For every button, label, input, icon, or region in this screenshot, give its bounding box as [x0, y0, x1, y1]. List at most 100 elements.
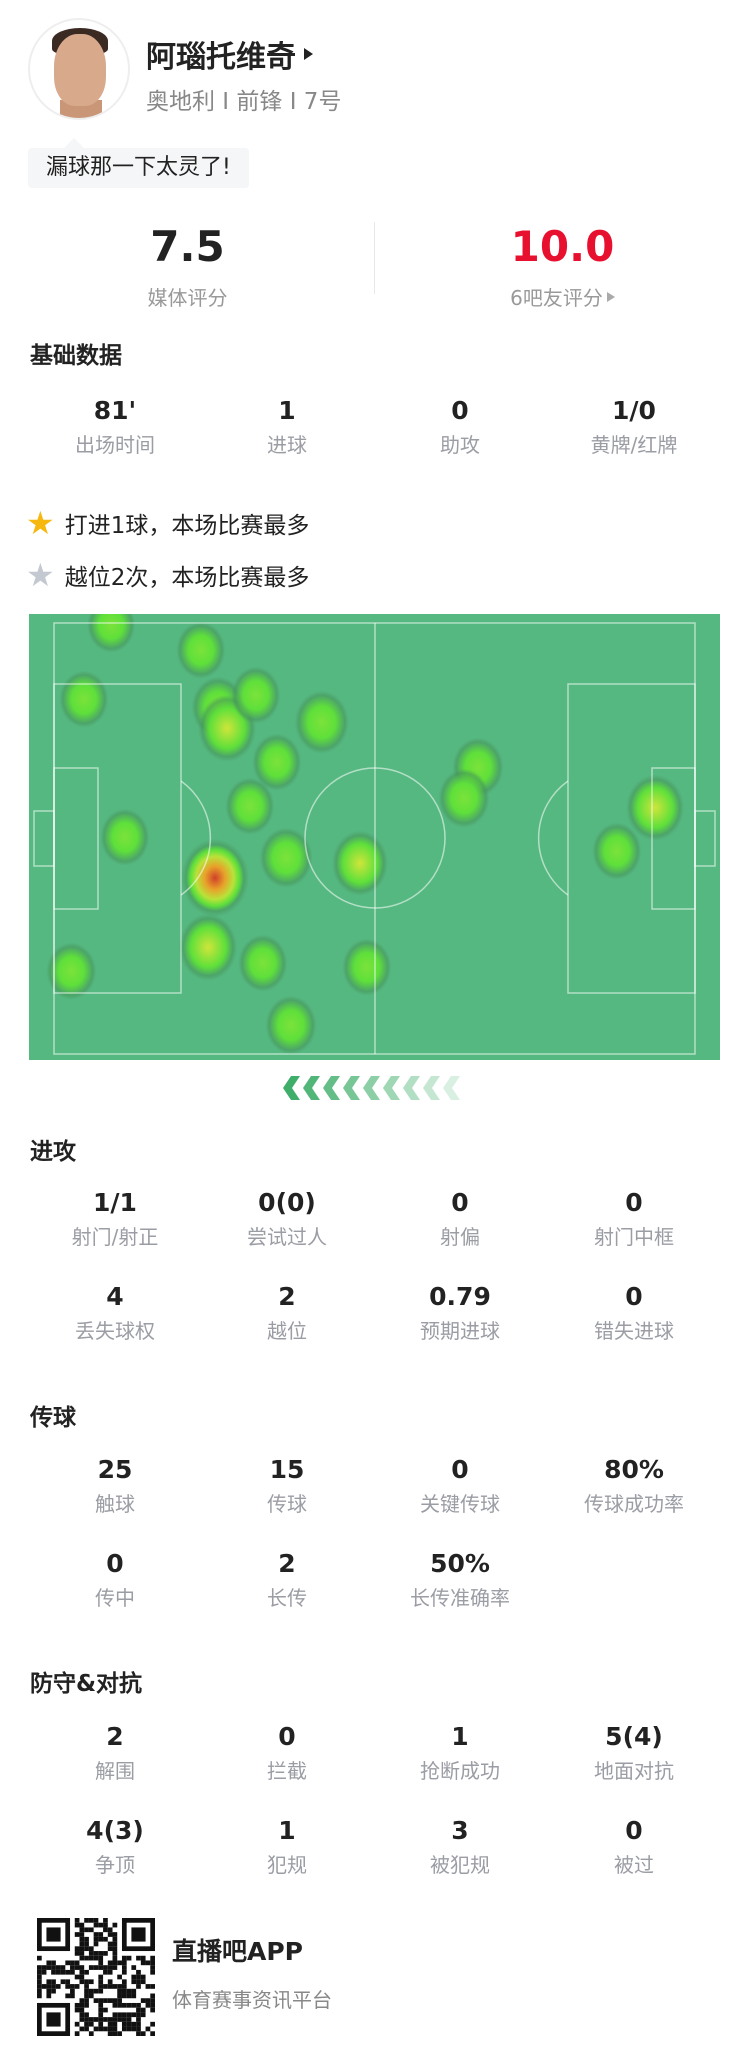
- stat-item: 0 传中: [15, 1549, 215, 1611]
- stat-value: 4(3): [86, 1816, 144, 1845]
- stat-value: 4: [106, 1282, 124, 1311]
- player-avatar[interactable]: [28, 18, 130, 120]
- stat-item: 1/0 黄牌/红牌: [534, 396, 734, 458]
- stat-value: 0: [451, 396, 469, 425]
- stat-value: 0: [451, 1188, 469, 1217]
- stat-label: 长传准确率: [410, 1586, 510, 1610]
- attack-section-title: 进攻: [30, 1139, 76, 1165]
- stat-value: 0: [625, 1816, 643, 1845]
- stat-item: 1 抢断成功: [360, 1722, 560, 1784]
- stat-value: 1/1: [93, 1188, 137, 1217]
- stat-item: 15 传球: [187, 1455, 387, 1517]
- stat-value: 2: [278, 1282, 296, 1311]
- stat-item: 0 拦截: [187, 1722, 387, 1784]
- stat-value: 2: [278, 1549, 296, 1578]
- app-slogan: 体育赛事资讯平台: [172, 1988, 332, 2012]
- stat-label: 错失进球: [594, 1319, 674, 1343]
- stat-value: 15: [269, 1455, 305, 1484]
- play-arrow-icon: [606, 291, 615, 302]
- stat-item: 2 解围: [15, 1722, 215, 1784]
- player-name: 阿瑙托维奇: [146, 40, 296, 75]
- fan-rating[interactable]: 10.0 6吧友评分: [375, 222, 750, 311]
- stat-value: 3: [451, 1816, 469, 1845]
- chevron-left-icon: [323, 1076, 340, 1100]
- play-arrow-icon: [304, 48, 313, 60]
- stat-item: 0 关键传球: [360, 1455, 560, 1517]
- silver-star-icon: ★: [26, 556, 55, 594]
- heat-spot: [265, 995, 317, 1055]
- stat-label: 长传: [267, 1586, 307, 1610]
- stat-item: 0(0) 尝试过人: [187, 1188, 387, 1250]
- stat-item: 80% 传球成功率: [534, 1455, 734, 1517]
- stat-item: 0 错失进球: [534, 1282, 734, 1344]
- stat-label: 射门/射正: [71, 1225, 159, 1249]
- heat-spot: [46, 942, 96, 1000]
- fan-rating-value: 10.0: [510, 222, 615, 271]
- stat-item: 50% 长传准确率: [360, 1549, 560, 1611]
- basic-section-title: 基础数据: [30, 343, 122, 369]
- highlight-row: ★ 越位2次，本场比赛最多: [26, 558, 309, 592]
- stat-value: 50%: [430, 1549, 490, 1578]
- comment-bubble: 漏球那一下太灵了!: [28, 138, 249, 188]
- defense-section-title: 防守&对抗: [30, 1671, 143, 1697]
- stat-item: 4(3) 争顶: [15, 1816, 215, 1878]
- stat-label: 解围: [95, 1759, 135, 1783]
- stat-value: 0(0): [258, 1188, 316, 1217]
- stat-label: 争顶: [95, 1853, 135, 1877]
- stat-item: 0 射偏: [360, 1188, 560, 1250]
- stat-label: 被犯规: [430, 1853, 490, 1877]
- heat-spot: [59, 670, 109, 728]
- stat-label: 拦截: [267, 1759, 307, 1783]
- stat-label: 传球成功率: [584, 1492, 684, 1516]
- chevron-left-icon: [423, 1076, 440, 1100]
- heat-spot: [178, 913, 237, 981]
- player-subtitle: 奥地利 I 前锋 I 7号: [146, 89, 342, 115]
- stat-item: 0 助攻: [360, 396, 560, 458]
- rating-divider: [374, 222, 375, 294]
- highlight-row: ★ 打进1球，本场比赛最多: [26, 506, 309, 540]
- stat-item: 5(4) 地面对抗: [534, 1722, 734, 1784]
- stat-value: 80%: [604, 1455, 664, 1484]
- heat-spot: [342, 938, 392, 996]
- stat-label: 射偏: [440, 1225, 480, 1249]
- chevron-left-icon: [383, 1076, 400, 1100]
- pitch-lines: [33, 622, 716, 1055]
- heat-spot: [438, 768, 490, 828]
- passing-section-title: 传球: [30, 1405, 76, 1431]
- heat-spot: [100, 808, 150, 866]
- stat-value: 1: [278, 396, 296, 425]
- heat-spot: [331, 830, 388, 896]
- stat-label: 越位: [267, 1319, 307, 1343]
- chevron-left-icon: [443, 1076, 460, 1100]
- attack-direction-arrows: [283, 1076, 463, 1100]
- chevron-left-icon: [303, 1076, 320, 1100]
- stat-item: 1 进球: [187, 396, 387, 458]
- stat-value: 2: [106, 1722, 124, 1751]
- stat-value: 0.79: [429, 1282, 491, 1311]
- qr-code: [37, 1918, 155, 2036]
- stat-value: 0: [625, 1188, 643, 1217]
- heat-spot: [180, 839, 249, 918]
- stat-item: 81' 出场时间: [15, 396, 215, 458]
- heat-spot: [225, 777, 275, 835]
- heat-spot: [294, 690, 350, 754]
- stat-label: 触球: [95, 1492, 135, 1516]
- stat-label: 抢断成功: [420, 1759, 500, 1783]
- stat-value: 0: [625, 1282, 643, 1311]
- stat-item: 4 丢失球权: [15, 1282, 215, 1344]
- stat-item: 1/1 射门/射正: [15, 1188, 215, 1250]
- media-rating-value: 7.5: [150, 222, 225, 271]
- stat-label: 预期进球: [420, 1319, 500, 1343]
- heat-spot: [238, 934, 288, 992]
- heat-spot: [87, 614, 135, 653]
- stat-label: 传中: [95, 1586, 135, 1610]
- player-name-link[interactable]: 阿瑙托维奇: [146, 32, 313, 76]
- stat-value: 1/0: [612, 396, 656, 425]
- stat-label: 关键传球: [420, 1492, 500, 1516]
- heat-spot: [626, 774, 685, 842]
- stat-item: 2 长传: [187, 1549, 387, 1611]
- stat-item: 0 被过: [534, 1816, 734, 1878]
- stat-value: 0: [278, 1722, 296, 1751]
- media-rating-label: 媒体评分: [147, 286, 228, 310]
- stat-item: 0.79 预期进球: [360, 1282, 560, 1344]
